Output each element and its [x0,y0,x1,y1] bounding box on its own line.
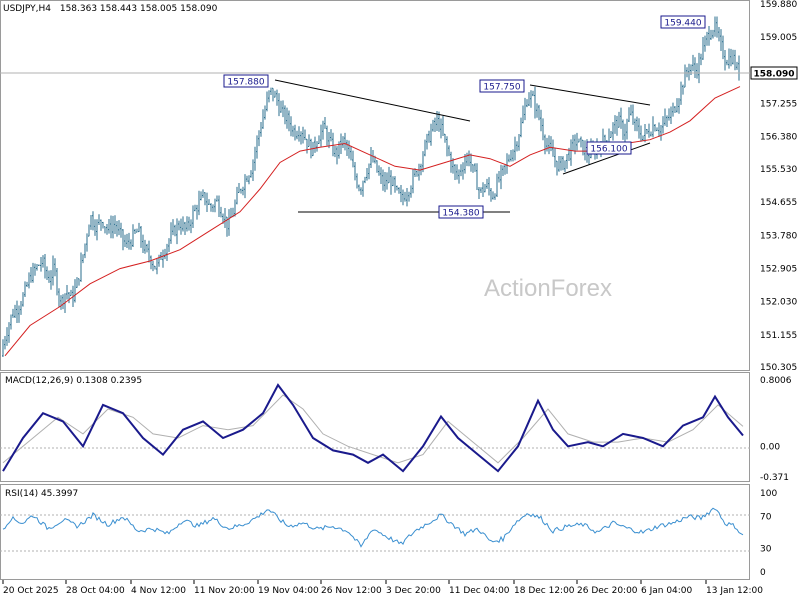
main-y-tick-label: 151.155 [760,331,797,341]
main-chart-header: USDJPY,H4 158.363 158.443 158.005 158.09… [3,4,218,14]
trendline-upper-left [274,79,471,122]
svg-text:154.380: 154.380 [442,209,479,219]
x-tick-label: 19 Nov 04:00 [258,586,319,596]
time-axis: 20 Oct 2025 28 Oct 04:00 4 Nov 12:00 11 Nov… [2,580,763,596]
svg-text:157.880: 157.880 [227,78,264,88]
rsi-panel-frame [0,484,750,580]
main-y-tick-label: 156.380 [760,133,797,143]
macd-header: MACD(12,26,9) 0.1308 0.2395 [5,376,142,386]
trendline-triangle-lower [562,142,651,175]
x-tick-label: 11 Dec 04:00 [449,586,510,596]
main-y-tick-label: 157.255 [760,100,797,110]
main-panel-frame [0,0,750,371]
trendline-triangle-upper [529,84,651,106]
x-tick-label: 18 Dec 12:00 [514,586,575,596]
annotation-157880: 157.880 [223,74,269,88]
svg-text:157.750: 157.750 [483,83,520,93]
x-tick-label: 26 Dec 20:00 [577,586,638,596]
macd-line [2,383,744,473]
annotation-157750: 157.750 [479,79,525,93]
macd-signal-line [2,394,744,464]
annotation-154380: 154.380 [438,205,484,219]
watermark: ActionForex [484,275,612,302]
main-y-tick-label: 154.655 [760,198,797,208]
macd-panel-frame [0,372,750,482]
main-y-tick-label: 155.530 [760,165,797,175]
macd-y-axis: 0.8006 0.00 -0.371 [760,376,792,483]
annotation-156100: 156.100 [586,141,632,155]
rsi-y-tick-label: 0 [760,568,766,578]
main-y-tick-label: 152.905 [760,264,797,274]
svg-text:156.100: 156.100 [590,145,627,155]
x-tick-label: 26 Nov 12:00 [321,586,382,596]
macd-y-tick-label: 0.8006 [760,376,792,386]
main-y-axis: 159.880 159.005 157.255 156.380 155.530 154.6… [760,0,797,373]
rsi-y-tick-label: 100 [760,489,777,499]
main-y-tick-label: 153.780 [760,231,797,241]
rsi-line [2,507,744,548]
current-price-badge: 158.090 [750,66,798,80]
macd-y-tick-label: 0.00 [760,442,780,452]
x-tick-label: 11 Nov 20:00 [194,586,255,596]
ohlc-values: 158.363 158.443 158.005 158.090 [60,4,218,14]
x-tick-label: 20 Oct 2025 [3,586,59,596]
x-tick-label: 28 Oct 04:00 [66,586,125,596]
rsi-y-tick-label: 70 [760,513,772,523]
main-y-tick-label: 150.305 [760,363,797,373]
x-tick-label: 3 Dec 20:00 [386,586,441,596]
main-y-tick-label: 159.005 [760,33,797,43]
x-tick-label: 4 Nov 12:00 [131,586,186,596]
symbol-label: USDJPY,H4 [3,4,51,14]
rsi-y-tick-label: 30 [760,544,772,554]
rsi-header: RSI(14) 45.3997 [5,489,78,499]
main-y-tick-label: 159.880 [760,0,797,10]
annotation-159440: 159.440 [660,15,706,29]
x-tick-label: 13 Jan 12:00 [706,586,763,596]
svg-text:159.440: 159.440 [664,19,701,29]
x-tick-label: 6 Jan 04:00 [641,586,693,596]
svg-text:158.090: 158.090 [754,70,795,80]
candlestick-series [2,16,740,357]
macd-y-tick-label: -0.371 [760,473,789,483]
rsi-y-axis: 100 70 30 0 [760,489,777,578]
main-y-tick-label: 152.030 [760,298,797,308]
